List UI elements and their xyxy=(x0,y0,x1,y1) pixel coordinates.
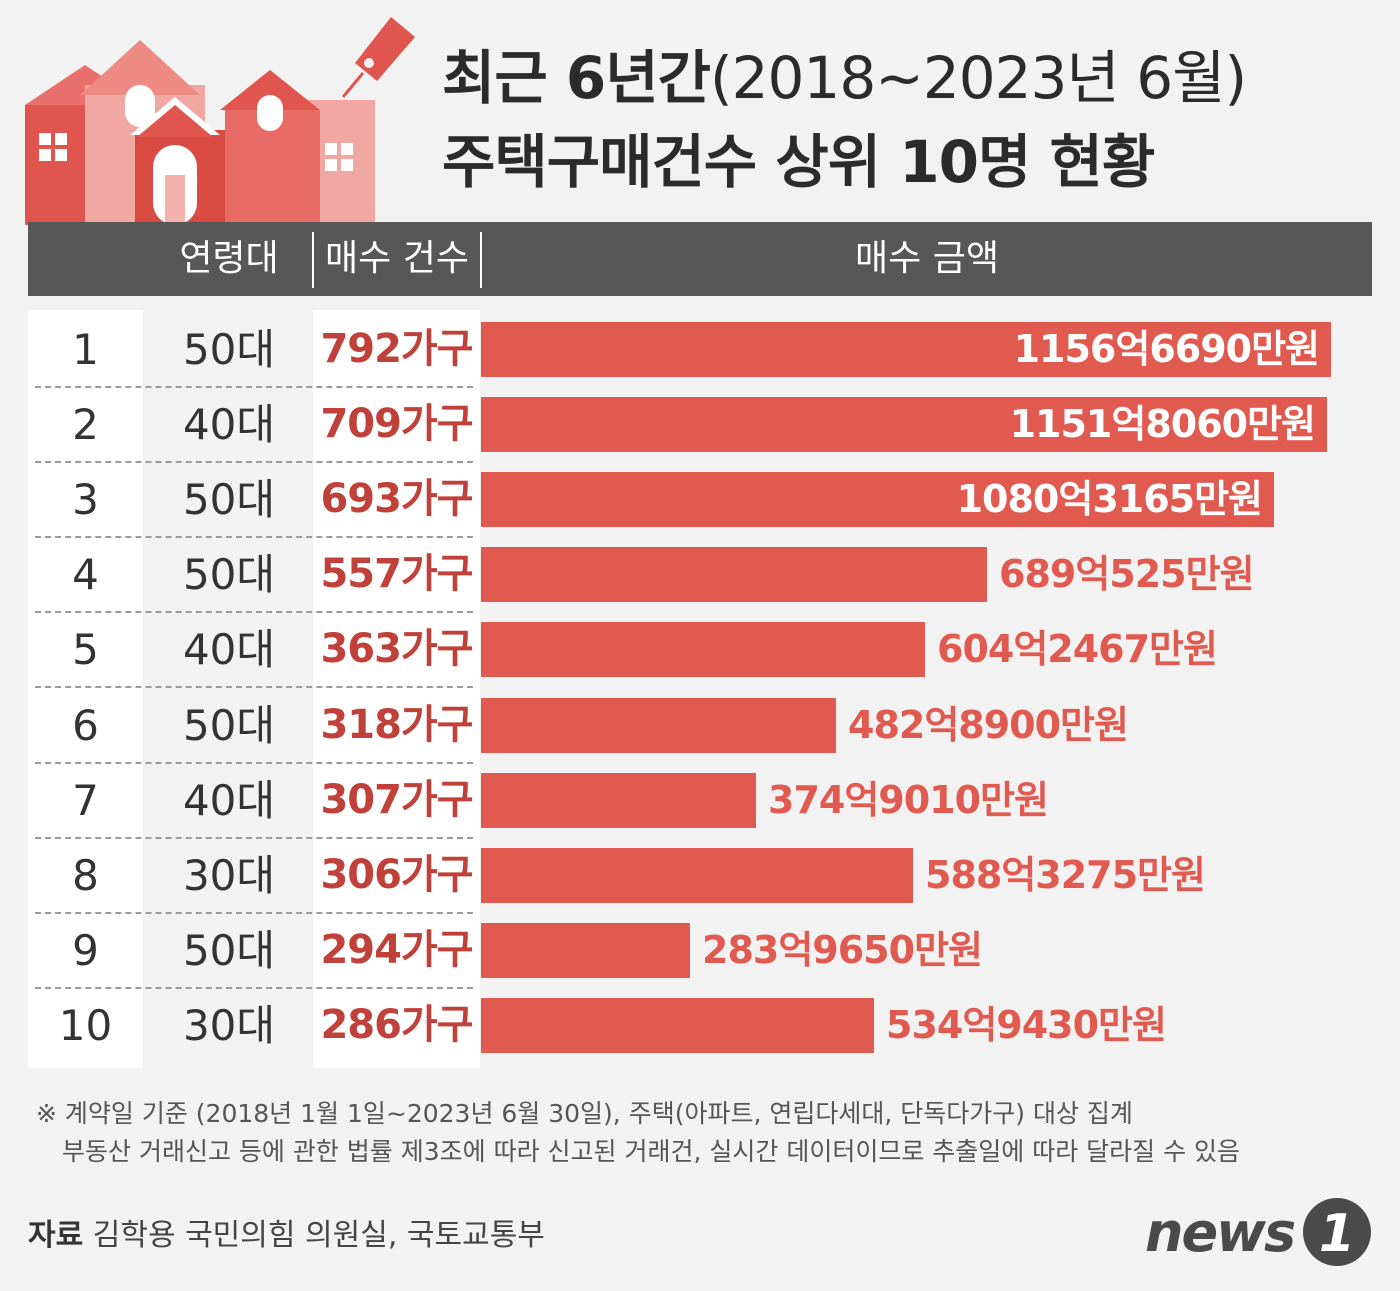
logo-mark-digit: 1 xyxy=(1319,1204,1355,1264)
header-amount: 매수 금액 xyxy=(855,238,999,279)
table-row: 9 50대 294가구 283억9650만원 xyxy=(0,913,1400,989)
title-line2: 주택구매건수 상위 10명 현황 xyxy=(442,128,1155,196)
table-row: 8 30대 306가구 588억3275만원 xyxy=(0,838,1400,914)
amount-label: 534억9430만원 xyxy=(886,1002,1167,1047)
row-age: 50대 xyxy=(182,550,276,600)
source-text: 김학용 국민의힘 의원실, 국토교통부 xyxy=(92,1218,545,1253)
table-row: 3 50대 693가구 1080억3165만원 xyxy=(0,462,1400,539)
amount-bar xyxy=(481,922,690,978)
amount-bar xyxy=(481,697,836,753)
title-line1-bold: 최근 6년간 xyxy=(442,44,711,112)
row-divider xyxy=(35,836,473,839)
row-age: 50대 xyxy=(182,325,276,374)
row-rank: 7 xyxy=(72,775,99,825)
amount-bar xyxy=(481,772,756,828)
row-divider xyxy=(35,911,473,914)
amount-bar xyxy=(481,397,1327,453)
row-divider xyxy=(35,386,473,388)
row-rank: 9 xyxy=(72,925,99,975)
amount-bar xyxy=(481,847,913,903)
row-age: 40대 xyxy=(182,775,276,825)
row-age: 50대 xyxy=(182,700,276,750)
table-header: 연령대 매수 건수 매수 금액 xyxy=(28,222,1372,296)
amount-label: 689억525만원 xyxy=(999,552,1255,597)
amount-bar xyxy=(481,997,874,1053)
houses-illustration xyxy=(25,17,415,225)
row-count: 306가구 xyxy=(320,851,473,898)
row-count: 286가구 xyxy=(320,1001,473,1048)
header-separator xyxy=(312,232,314,288)
amount-label: 1080억3165만원 xyxy=(956,477,1263,522)
row-count: 307가구 xyxy=(320,776,473,823)
row-age: 40대 xyxy=(182,625,276,675)
row-divider xyxy=(35,761,473,764)
source: 자료 김학용 국민의힘 의원실, 국토교통부 xyxy=(28,1210,545,1254)
table-row: 1 50대 792가구 1156억6690만원 xyxy=(0,312,1400,388)
table-row: 6 50대 318가구 482억8900만원 xyxy=(0,688,1400,764)
source-label: 자료 xyxy=(28,1218,84,1253)
header-count: 매수 건수 xyxy=(325,238,469,279)
news1-logo: news 1 xyxy=(1140,1195,1380,1275)
amount-label: 482억8900만원 xyxy=(848,702,1129,747)
table-row: 5 40대 363가구 604억2467만원 xyxy=(0,612,1400,689)
amount-bar xyxy=(481,472,1274,528)
row-rank: 6 xyxy=(72,700,99,750)
amount-label: 1151억8060만원 xyxy=(1009,402,1316,447)
row-age: 30대 xyxy=(182,1000,276,1050)
table-row: 7 40대 307가구 374억9010만원 xyxy=(0,763,1400,839)
row-age: 30대 xyxy=(182,850,276,900)
row-count: 294가구 xyxy=(320,926,473,973)
amount-bar xyxy=(481,322,1331,377)
footnote-line2: 부동산 거래신고 등에 관한 법률 제3조에 따라 신고된 거래건, 실시간 데… xyxy=(62,1137,1241,1166)
amount-bar xyxy=(481,547,987,603)
row-divider xyxy=(35,686,473,689)
row-count: 792가구 xyxy=(320,326,473,372)
row-rank: 8 xyxy=(72,850,99,900)
row-rank: 10 xyxy=(58,1000,113,1050)
row-age: 50대 xyxy=(182,475,276,525)
table-row: 10 30대 286가구 534억9430만원 xyxy=(0,988,1400,1063)
row-divider xyxy=(35,611,473,614)
row-divider xyxy=(35,461,473,464)
row-divider xyxy=(35,536,473,539)
row-count: 693가구 xyxy=(320,476,473,523)
amount-label: 283억9650만원 xyxy=(702,927,983,972)
row-age: 40대 xyxy=(182,400,276,450)
logo-mark: 1 xyxy=(1303,1198,1371,1266)
amount-label: 1156억6690만원 xyxy=(1013,327,1320,371)
row-count: 709가구 xyxy=(320,401,473,448)
row-rank: 2 xyxy=(72,400,99,450)
row-age: 50대 xyxy=(182,925,276,975)
amount-bar xyxy=(481,622,925,678)
chart-title: 최근 6년간(2018~2023년 6월) 주택구매건수 상위 10명 현황 xyxy=(442,36,1247,204)
table-row: 4 50대 557가구 689억525만원 xyxy=(0,537,1400,614)
row-rank: 4 xyxy=(72,550,99,600)
footnote-line1: ※ 계약일 기준 (2018년 1월 1일~2023년 6월 30일), 주택(… xyxy=(36,1099,1133,1128)
count-column-bg xyxy=(313,310,480,1068)
table-row: 2 40대 709가구 1151억8060만원 xyxy=(0,387,1400,464)
logo-text: news xyxy=(1145,1201,1296,1264)
row-rank: 1 xyxy=(72,325,99,374)
rank-column-bg xyxy=(28,310,143,1068)
amount-label: 604억2467만원 xyxy=(937,627,1218,672)
header-age: 연령대 xyxy=(179,238,279,279)
amount-label: 374억9010만원 xyxy=(768,777,1049,822)
header-separator xyxy=(480,232,482,288)
row-count: 363가구 xyxy=(320,626,473,673)
row-count: 557가구 xyxy=(320,551,473,598)
title-line1-light: (2018~2023년 6월) xyxy=(710,44,1247,112)
row-rank: 3 xyxy=(72,475,99,525)
amount-label: 588억3275만원 xyxy=(925,852,1206,897)
row-divider xyxy=(35,986,473,989)
row-count: 318가구 xyxy=(320,701,473,748)
row-rank: 5 xyxy=(72,625,99,675)
